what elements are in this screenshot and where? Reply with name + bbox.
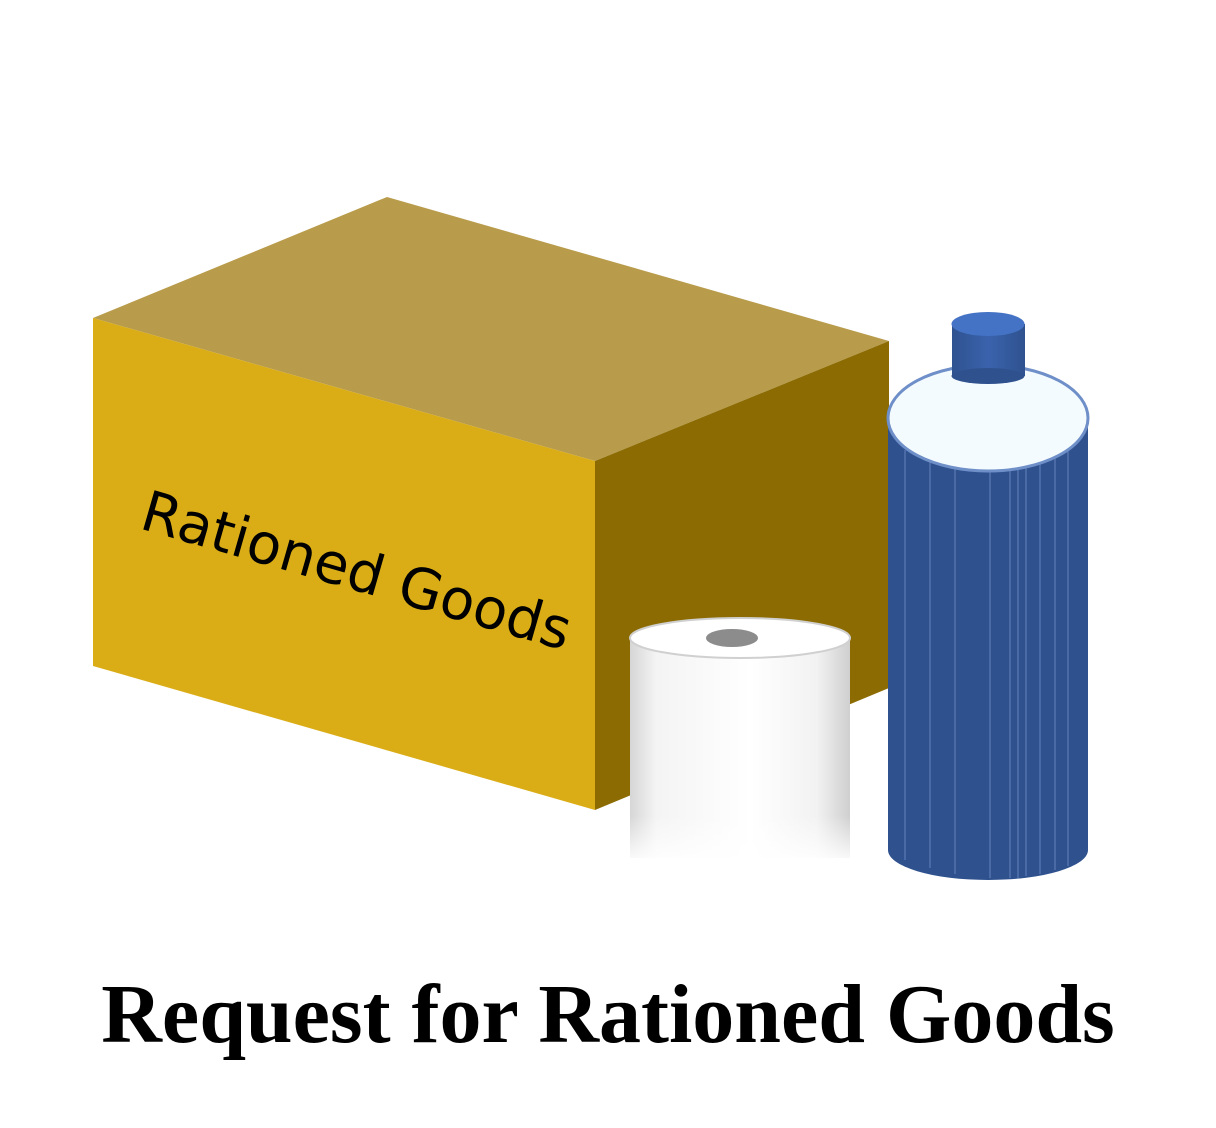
bottle-ribs (904, 450, 1069, 878)
box-top-face (93, 197, 889, 461)
bottle (886, 312, 1090, 880)
bottle-body (888, 418, 1088, 880)
caption-title: Request for Rationed Goods (101, 968, 1115, 1061)
bottle-cap-bottom (951, 368, 1025, 384)
roll-core-hole (706, 629, 758, 647)
toilet-roll (629, 617, 851, 860)
box-front-face (93, 318, 595, 810)
bottle-cap-top (951, 312, 1025, 336)
